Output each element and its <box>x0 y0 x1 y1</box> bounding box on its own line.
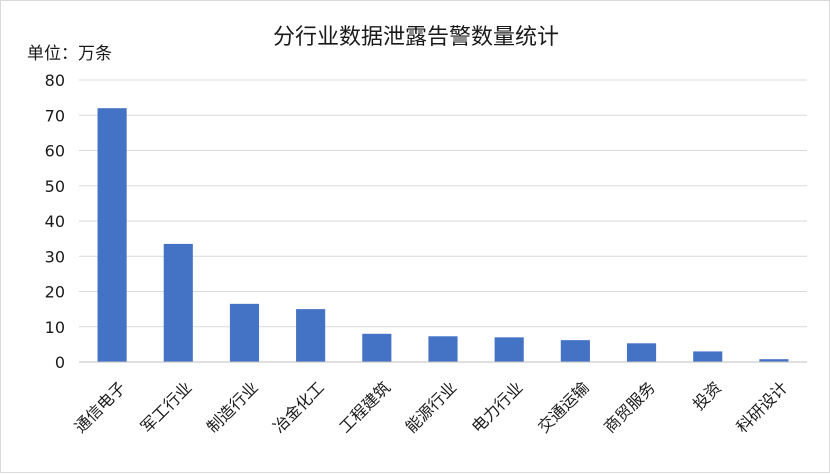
unit-label: 单位：万条 <box>27 44 112 64</box>
bar-4 <box>362 333 392 362</box>
chart-title: 分行业数据泄露告警数量统计 <box>272 25 559 50</box>
x-category-label: 工程建筑 <box>335 378 394 437</box>
bar-2 <box>229 303 260 362</box>
bar-0 <box>97 108 127 362</box>
bar-1 <box>163 243 193 362</box>
y-tick-label: 80 <box>45 71 65 90</box>
bar-8 <box>626 343 657 362</box>
x-category-label: 军工行业 <box>137 378 196 437</box>
bar-3 <box>296 309 326 362</box>
y-tick-label: 0 <box>55 353 65 372</box>
y-tick-label: 60 <box>45 142 65 161</box>
x-category-label: 科研设计 <box>733 378 792 437</box>
bars <box>97 108 789 362</box>
bar-10 <box>759 359 789 362</box>
bar-5 <box>428 336 458 362</box>
y-tick-label: 40 <box>45 212 65 231</box>
x-category-label: 能源行业 <box>402 378 461 437</box>
x-category-label: 交通运输 <box>534 378 593 437</box>
x-category-label: 通信电子 <box>71 378 130 437</box>
y-tick-label: 20 <box>45 283 65 302</box>
y-axis-ticks: 0 10 20 30 40 50 60 70 80 <box>45 71 65 372</box>
x-axis-labels: 通信电子 军工行业 制造行业 冶金化工 工程建筑 能源行业 电力行业 交通运输 商贸服务 投资 科研… <box>71 378 792 437</box>
y-tick-label: 10 <box>45 318 65 337</box>
bar-6 <box>494 337 524 362</box>
x-category-label: 商贸服务 <box>600 378 659 437</box>
bar-7 <box>560 340 590 362</box>
x-category-label: 冶金化工 <box>269 378 328 437</box>
x-category-label: 投资 <box>689 378 725 414</box>
x-category-label: 电力行业 <box>468 378 527 437</box>
y-tick-label: 70 <box>45 106 65 125</box>
bar-9 <box>693 351 723 362</box>
y-tick-label: 50 <box>45 177 65 196</box>
gridlines <box>79 79 807 328</box>
x-category-label: 制造行业 <box>203 378 262 437</box>
y-tick-label: 30 <box>45 247 65 266</box>
